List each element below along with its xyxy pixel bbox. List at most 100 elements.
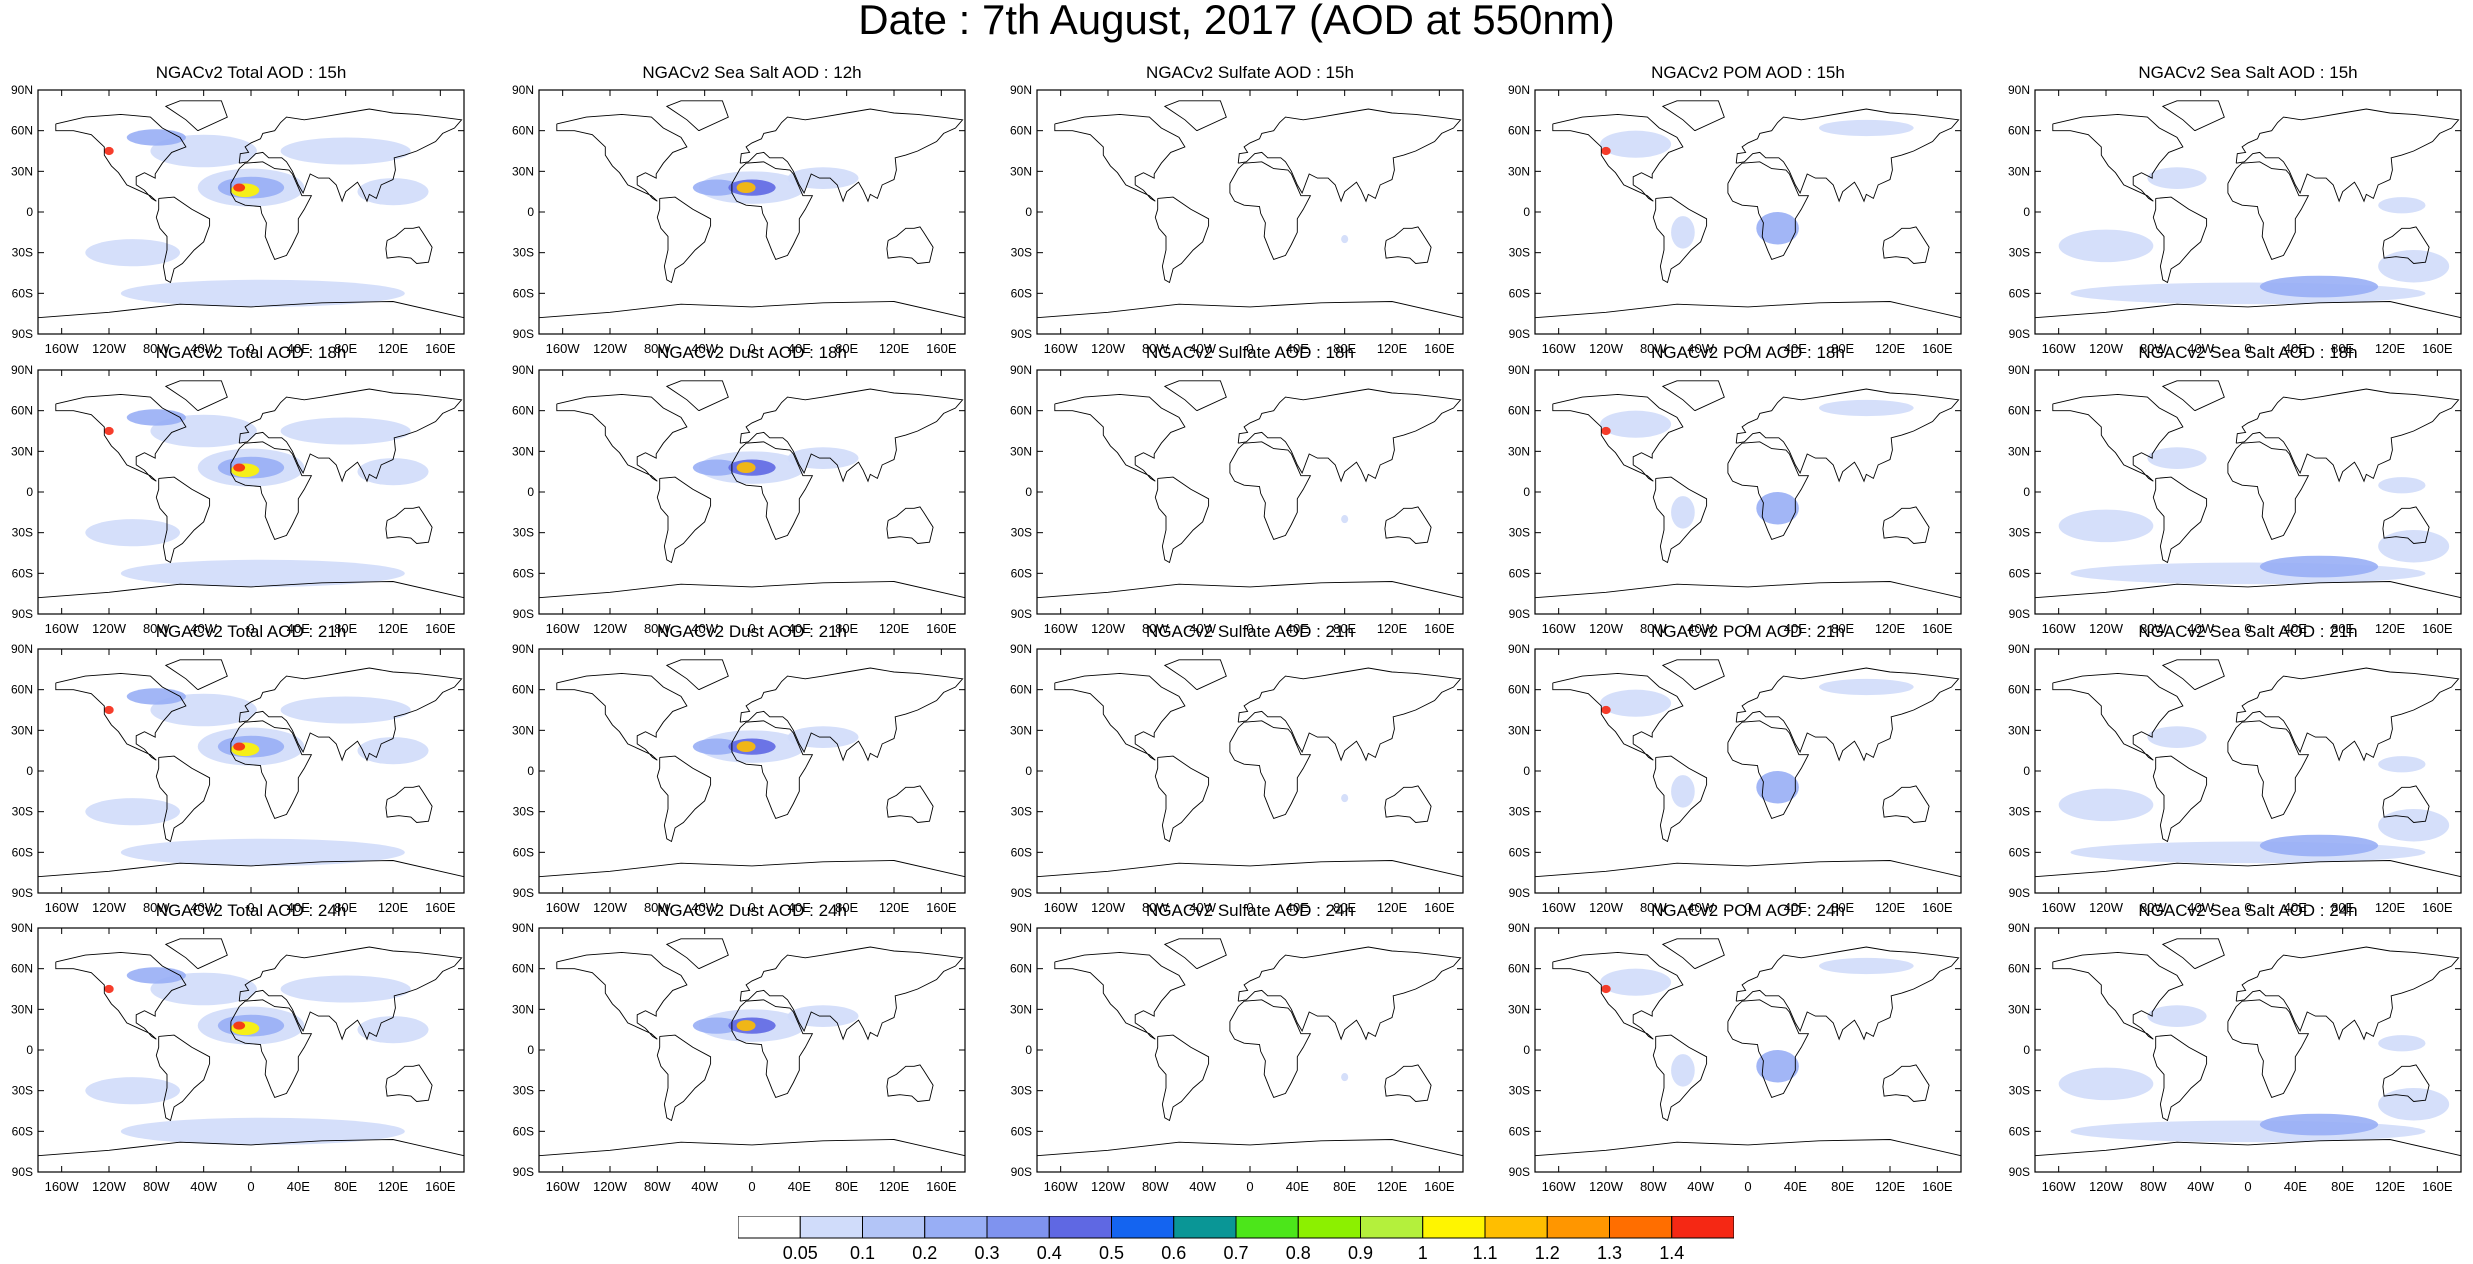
aod-plume: [1341, 515, 1349, 524]
colorbar: [738, 1216, 1734, 1239]
aod-plume: [280, 137, 411, 165]
map-frame: [1036, 369, 1464, 615]
coastline: [1054, 951, 1186, 1040]
coastline: [656, 1034, 712, 1122]
coastline: [1661, 659, 1725, 691]
colorbar-level-label: 0.5: [1098, 1243, 1125, 1263]
aod-plume: [2378, 529, 2450, 563]
lon-tick-label: 120E: [378, 341, 409, 356]
lon-tick-label: 160E: [425, 900, 456, 915]
lat-tick-label: 90N: [11, 83, 33, 97]
lon-tick-label: 80W: [644, 621, 671, 636]
lon-tick-label: 80W: [644, 900, 671, 915]
lon-tick-label: 160W: [1542, 341, 1577, 356]
map-panel: NGACv2 Sea Salt AOD : 18h 90N 60N 30N 0 30S 60…: [1997, 340, 2473, 654]
lat-tick-label: 90S: [513, 327, 534, 341]
lon-tick-label: 160W: [2042, 1179, 2077, 1194]
aod-plume: [104, 705, 114, 715]
lon-tick-label: 0: [2244, 341, 2251, 356]
lat-tick-label: 0: [26, 205, 33, 219]
lon-tick-label: 160W: [1542, 1179, 1577, 1194]
coastline: [155, 476, 211, 564]
lon-tick-label: 120E: [879, 1179, 910, 1194]
aod-plume: [692, 738, 741, 755]
coastline: [230, 441, 313, 540]
lon-tick-label: 0: [2244, 1179, 2251, 1194]
lon-tick-label: 40E: [1784, 621, 1807, 636]
aod-plume: [2259, 275, 2379, 298]
coastline: [1652, 1034, 1708, 1122]
lat-tick-label: 90N: [1010, 642, 1032, 656]
aod-plume: [280, 417, 411, 445]
lon-tick-label: 80W: [2140, 341, 2167, 356]
coastline: [1237, 388, 1462, 483]
panel-title: NGACv2 Sulfate AOD : 21h: [1146, 622, 1354, 641]
coastline: [2235, 667, 2460, 762]
lat-tick-label: 30S: [2009, 1084, 2030, 1098]
colorbar-level-label: 1.1: [1472, 1243, 1498, 1263]
map-panel: NGACv2 POM AOD : 24h 90N 60N 30N 0 30S 60S 90S 1…: [1497, 898, 1999, 1212]
map-frame: [538, 369, 966, 615]
lon-tick-label: 160W: [45, 900, 80, 915]
coastline: [1154, 755, 1210, 843]
lat-tick-label: 60S: [1011, 1124, 1032, 1138]
lon-tick-label: 40W: [1189, 341, 1216, 356]
aod-plume: [1341, 1073, 1349, 1082]
lat-tick-label: 90S: [2009, 1165, 2030, 1179]
coastline: [2152, 1034, 2208, 1122]
coastline: [1154, 476, 1210, 564]
lat-tick-label: 60S: [513, 845, 534, 859]
aod-plume: [1600, 130, 1672, 158]
aod-plume: [2147, 1005, 2207, 1027]
lon-tick-label: 0: [1744, 900, 1751, 915]
lat-tick-label: 30N: [1508, 1002, 1530, 1016]
lon-tick-label: 80W: [1640, 1179, 1667, 1194]
lon-tick-label: 80E: [835, 1179, 858, 1194]
coastline: [1882, 226, 1930, 264]
lon-tick-label: 80E: [835, 900, 858, 915]
lat-tick-label: 0: [1523, 205, 1530, 219]
lon-tick-label: 40E: [2284, 621, 2307, 636]
lon-tick-label: 160E: [926, 900, 957, 915]
map-svg: 90N 60N 30N 0 30S 60S 90S 160W 120W 80W 40W 0 40E 80E…: [512, 363, 966, 636]
lon-tick-label: 80E: [334, 341, 357, 356]
lat-tick-label: 90N: [11, 921, 33, 935]
coastline: [155, 1034, 211, 1122]
lat-tick-label: 30S: [513, 805, 534, 819]
lon-tick-label: 160E: [1922, 621, 1953, 636]
lat-tick-label: 30N: [2008, 1002, 2030, 1016]
lon-tick-label: 0: [247, 621, 254, 636]
lon-tick-label: 120W: [593, 1179, 628, 1194]
lon-tick-label: 160E: [1922, 341, 1953, 356]
lat-tick-label: 90S: [12, 886, 33, 900]
lat-tick-label: 0: [527, 1043, 534, 1057]
coastline: [1727, 999, 1810, 1098]
lon-tick-label: 80W: [1640, 621, 1667, 636]
coastline: [656, 196, 712, 284]
lat-tick-label: 60N: [11, 962, 33, 976]
lon-tick-label: 120W: [1589, 621, 1624, 636]
lat-tick-label: 60N: [2008, 404, 2030, 418]
lon-tick-label: 160E: [926, 341, 957, 356]
lat-tick-label: 60S: [1011, 566, 1032, 580]
coastline: [556, 393, 688, 482]
coastline: [1727, 720, 1810, 819]
coastline: [1384, 1064, 1432, 1102]
colorbar-swatch: [1173, 1216, 1237, 1239]
panel-title: NGACv2 Sea Salt AOD : 15h: [2138, 63, 2358, 82]
coastline: [1036, 301, 1464, 319]
lat-tick-label: 90S: [2009, 607, 2030, 621]
lon-tick-label: 120W: [92, 1179, 127, 1194]
coastline: [1735, 946, 1960, 1041]
aod-plume: [1600, 968, 1672, 996]
lat-tick-label: 30N: [11, 1002, 33, 1016]
lat-tick-label: 60N: [512, 683, 534, 697]
lat-tick-label: 90N: [1508, 642, 1530, 656]
coastline: [2034, 301, 2462, 319]
lon-tick-label: 160E: [1922, 900, 1953, 915]
lon-tick-label: 40E: [287, 900, 310, 915]
panel-title: NGACv2 Dust AOD : 18h: [657, 343, 847, 362]
lon-tick-label: 160E: [926, 1179, 957, 1194]
lon-tick-label: 160W: [45, 621, 80, 636]
coastline: [538, 1139, 966, 1157]
